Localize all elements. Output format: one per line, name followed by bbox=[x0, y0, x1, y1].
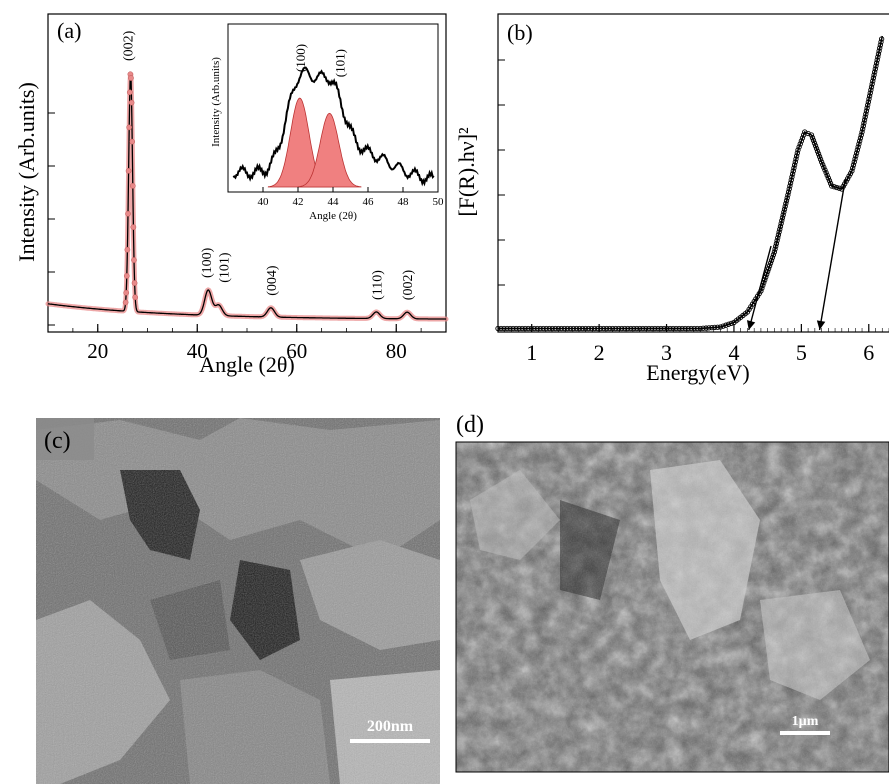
panel-b-tangent bbox=[818, 179, 846, 331]
panel-b-x-tick-label: 4 bbox=[728, 340, 739, 365]
panel-b-arrowhead bbox=[746, 320, 756, 330]
panel-a-peak-label: (002) bbox=[122, 30, 137, 61]
panel-b-x-axis: 1 2 3 4 5 6 bbox=[498, 59, 889, 365]
inset-x-tick-label: 48 bbox=[398, 196, 410, 208]
panel-d-label: (d) bbox=[456, 412, 484, 438]
panel-b-x-tick-label: 5 bbox=[796, 340, 807, 365]
panel-b-x-tick-label: 1 bbox=[526, 340, 537, 365]
panel-a-x-axis: 20 40 60 80 bbox=[47, 112, 422, 363]
panel-a-x-tick-label: 20 bbox=[87, 339, 108, 363]
panel-a-y-axis-label: Intensity (Arb.units) bbox=[14, 82, 39, 262]
panel-a-x-tick-label: 40 bbox=[187, 339, 208, 363]
panel-a-inset: 40 42 44 46 48 50 (100) (101) Angle (2θ) Inten… bbox=[210, 23, 445, 222]
panel-b-tangent bbox=[748, 245, 772, 331]
panel-b-tangent-lines bbox=[746, 179, 846, 331]
panel-a-peak-label: (002) bbox=[401, 270, 416, 301]
panel-b-data-curve bbox=[495, 35, 885, 332]
panel-a-x-tick-label: 60 bbox=[286, 339, 307, 363]
inset-x-tick-label: 40 bbox=[258, 196, 270, 208]
inset-y-axis-label: Intensity (Arb.units) bbox=[210, 57, 222, 147]
panel-b-x-tick-label: 3 bbox=[661, 340, 672, 365]
panel-a-peak-label: (100) bbox=[200, 247, 215, 278]
inset-x-tick-label: 42 bbox=[293, 196, 304, 208]
panel-a-x-tick-label: 80 bbox=[386, 339, 407, 363]
panel-a-peak-label: (110) bbox=[370, 270, 385, 300]
panel-a-x-axis-label: Angle (2θ) bbox=[199, 352, 294, 377]
panel-c-label: (c) bbox=[44, 428, 71, 454]
panel-d-scale-bar bbox=[780, 731, 830, 735]
panel-a-xrd-chart: (a) 20 40 60 80 (002)(100) (101) (004) (110) (0… bbox=[14, 13, 449, 377]
panel-d-scale-label: 1µm bbox=[792, 714, 819, 729]
inset-x-axis-label: Angle (2θ) bbox=[309, 210, 357, 222]
panel-b-x-tick-label: 2 bbox=[594, 340, 605, 365]
panel-c-scale-label: 200nm bbox=[367, 718, 414, 735]
inset-x-axis: 40 42 44 46 48 50 bbox=[258, 187, 445, 208]
panel-c-scale-bar bbox=[350, 739, 430, 743]
inset-peak-labels: (100) (101) bbox=[293, 44, 348, 77]
panel-b-x-tick-label: 6 bbox=[863, 340, 874, 365]
panel-c-sem-image: (c) 200nm bbox=[36, 418, 440, 784]
inset-x-tick-label: 50 bbox=[433, 196, 445, 208]
panel-a-peak-labels: (002)(100) (101) (004) (110) (002) bbox=[122, 30, 417, 300]
inset-data-curve bbox=[232, 66, 435, 187]
inset-fitted-peaks bbox=[267, 97, 362, 188]
panel-a-peak-label: (004) bbox=[265, 265, 280, 296]
panel-b-x-axis-label: Energy(eV) bbox=[646, 360, 749, 385]
inset-x-tick-label: 44 bbox=[328, 196, 340, 208]
panel-a-peak-label: (101) bbox=[218, 252, 233, 283]
inset-peak-label: (100) bbox=[293, 44, 308, 72]
panel-b-y-axis-label: [F(R).hν]² bbox=[454, 127, 479, 217]
panel-a-data-curve bbox=[45, 71, 449, 322]
panel-d-sem-image: (d) 1µm bbox=[455, 412, 889, 773]
inset-peak-label: (101) bbox=[333, 49, 348, 77]
panel-b-arrowhead bbox=[816, 320, 826, 330]
inset-x-tick-label: 46 bbox=[363, 196, 375, 208]
panel-a-label: (a) bbox=[57, 18, 81, 43]
inset-fitted-peak bbox=[297, 112, 362, 188]
panel-b-label: (b) bbox=[507, 20, 533, 45]
panel-b-tauc-chart: (b) 1 2 3 4 5 6 Energy(eV) [F(R).hν]² bbox=[454, 13, 889, 385]
